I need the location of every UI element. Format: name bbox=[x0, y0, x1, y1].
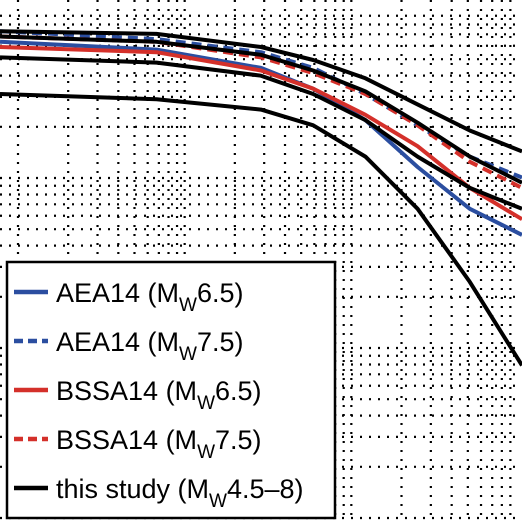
series-line-this-study bbox=[0, 29, 522, 154]
legend-label: this study (MW4.5–8) bbox=[56, 474, 304, 512]
series-line-AEA14 bbox=[0, 39, 522, 237]
legend-label: AEA14 (MW7.5) bbox=[56, 327, 244, 365]
series-line-this-study bbox=[0, 92, 522, 367]
series-line-BSSA14 bbox=[0, 34, 522, 190]
legend-label: AEA14 (MW6.5) bbox=[56, 278, 244, 316]
series-line-BSSA14 bbox=[0, 45, 522, 221]
series-line-this-study bbox=[0, 55, 522, 211]
legend-label: BSSA14 (MW7.5) bbox=[56, 425, 262, 463]
plot-lines bbox=[0, 29, 522, 367]
legend-box bbox=[5, 260, 337, 520]
legend: AEA14 (MW6.5) AEA14 (MW7.5) BSSA14 (MW6.5)… bbox=[5, 260, 337, 520]
legend-label: BSSA14 (MW6.5) bbox=[56, 376, 262, 414]
series-line-this-study bbox=[0, 34, 522, 185]
